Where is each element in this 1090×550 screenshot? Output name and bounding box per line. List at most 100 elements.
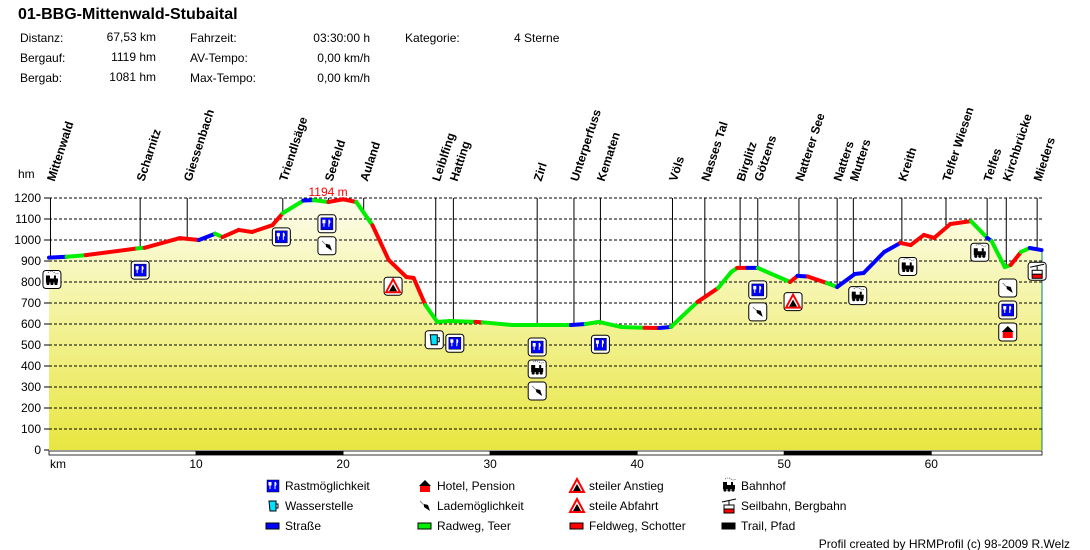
x-scale-bar-segment [195, 450, 344, 456]
profile-segment-paved [280, 198, 306, 216]
stat-label-max-speed: Max-Tempo: [190, 71, 257, 85]
profile-segment-gravel [386, 257, 409, 279]
steep-climb-icon [783, 292, 803, 312]
profile-segment-paved [716, 269, 734, 291]
y-tick-label: 200 [21, 401, 41, 415]
waypoint-label: Seefeld [322, 138, 349, 183]
stat-value-ascent: 1119 hm [111, 50, 156, 64]
elevation-area-fill [49, 199, 1042, 450]
y-tick-label: 600 [21, 317, 41, 331]
profile-segment-gravel [805, 274, 829, 286]
paved-icon [417, 522, 432, 530]
stat-label-distance: Distanz: [20, 31, 64, 45]
profile-segment-paved [354, 199, 375, 228]
profile-segment-paved [480, 320, 515, 328]
profile-segment-gravel [236, 227, 254, 235]
station-icon [723, 477, 737, 492]
steep-descent-icon [568, 496, 586, 513]
stat-value-distance: 67,53 km [106, 30, 156, 44]
y-tick-label: 1000 [14, 233, 41, 247]
waypoint-label: Giessenbach [181, 108, 217, 183]
stat-label-time: Fahrzeit: [190, 31, 237, 45]
waypoint-label: Mittenwald [44, 120, 76, 183]
legend-label: Trail, Pfad [741, 519, 795, 533]
y-tick-label: 800 [21, 275, 41, 289]
x-tick-label: 50 [778, 457, 792, 471]
peak-elevation-label: 1194 m [309, 185, 348, 199]
stat-value-time: 03:30:00 h [313, 31, 370, 45]
x-scale-bar-segment [783, 450, 932, 456]
profile-segment-gravel [270, 211, 285, 228]
waypoint-label: Kreith [895, 146, 919, 183]
waypoint-label: Völs [666, 154, 687, 183]
y-tick-label: 1200 [14, 191, 41, 205]
profile-segment-gravel [326, 197, 346, 204]
stat-value-avg-speed: 0,00 km/h [317, 51, 370, 65]
waypoint-label: Kirchbrücke [1000, 112, 1035, 183]
legend-label: Hotel, Pension [437, 479, 515, 493]
rest-icon [130, 260, 150, 280]
waypoint-label: Triendlsäge [276, 115, 310, 183]
rest-icon [266, 479, 280, 493]
stat-label-descent: Bergab: [20, 71, 63, 85]
rest-icon [998, 300, 1018, 320]
charging-icon [317, 236, 337, 256]
charging-icon [527, 381, 547, 401]
water-icon [424, 330, 444, 350]
stat-value-max-speed: 0,00 km/h [317, 71, 370, 85]
waypoint-label: Auland [357, 140, 383, 183]
profile-segment-gravel [220, 227, 241, 240]
waypoint-label: Scharnitz [134, 127, 164, 183]
charging-icon [419, 500, 430, 511]
rest-icon [445, 333, 465, 353]
legend-label: Wasserstelle [285, 499, 354, 513]
legend-label: Straße [285, 519, 321, 533]
profile-segment-gravel [370, 223, 391, 262]
legend-label: Radweg, Teer [437, 519, 511, 533]
rest-icon [590, 334, 610, 354]
stat-value-category: 4 Sterne [514, 31, 560, 45]
station-icon [898, 256, 918, 276]
profile-segment-paved [64, 253, 88, 259]
profile-segment-paved [446, 319, 478, 324]
station-icon [970, 242, 990, 262]
y-tick-label: 400 [21, 359, 41, 373]
station-icon [848, 286, 868, 306]
profile-segment-paved [679, 299, 700, 320]
y-tick-label: 700 [21, 296, 41, 310]
waypoint-label: Götzens [751, 133, 779, 183]
legend-label: Seilbahn, Bergbahn [741, 499, 846, 513]
profile-segment-road [882, 240, 903, 254]
y-tick-label: 900 [21, 254, 41, 268]
legend-label: Bahnhof [741, 479, 786, 493]
steep-climb-icon [568, 476, 586, 493]
route-title: 01-BBG-Mittenwald-Stubaital [18, 6, 238, 23]
legend-label: steiler Anstieg [589, 479, 664, 493]
profile-segment-gravel [341, 197, 359, 204]
profile-segment-paved [619, 324, 647, 330]
x-axis-label: km [50, 457, 66, 471]
x-tick-label: 60 [925, 457, 939, 471]
steep-descent-icon [383, 276, 403, 296]
x-tick-label: 20 [336, 457, 350, 471]
legend-label: steile Abfahrt [589, 499, 659, 513]
legend-label: Feldweg, Schotter [589, 519, 686, 533]
profile-segment-paved [596, 319, 624, 329]
y-axis-label: hm [18, 167, 35, 181]
profile-segment-gravel [948, 219, 973, 227]
profile-segment-gravel [1008, 249, 1023, 267]
profile-segment-paved [423, 303, 440, 324]
charging-icon [748, 302, 768, 322]
stat-label-avg-speed: AV-Tempo: [190, 51, 248, 65]
profile-segment-road [835, 272, 857, 290]
profile-segment-gravel [177, 236, 201, 242]
station-icon [42, 270, 62, 289]
waypoint-label: Telfer Wiesen [940, 105, 977, 183]
x-scale-bar-segment [342, 450, 491, 456]
credit-text: Profil created by HRMProfil (c) 98-2009 … [819, 537, 1070, 550]
legend-label: Rastmöglichkeit [285, 479, 370, 493]
profile-segment-road [1027, 245, 1044, 253]
profile-segment-gravel [411, 276, 428, 308]
waypoint-label: Natterer See [792, 111, 827, 183]
